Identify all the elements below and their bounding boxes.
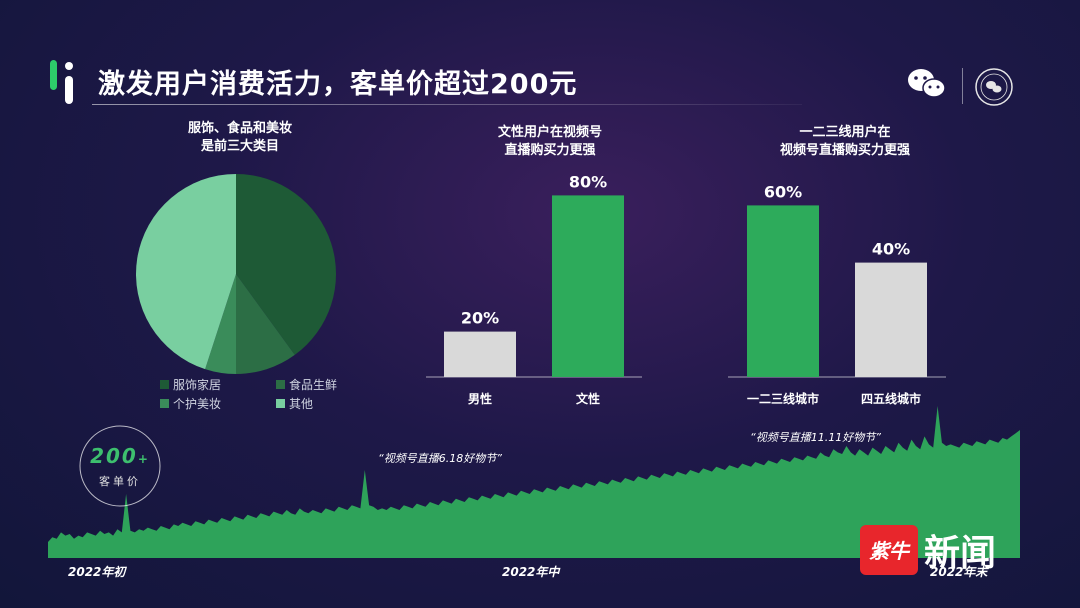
bar (444, 331, 516, 377)
gender-bar-chart: 20% 男性 80% 文性 (426, 172, 642, 406)
bar-category-label: 四五线城市 (861, 391, 921, 406)
city-bar-chart: 60% 一二三线城市 40% 四五线城市 (728, 182, 946, 406)
brand-logo-icon (50, 60, 73, 104)
bar (747, 205, 819, 377)
stat-label: 客单价 (99, 475, 141, 488)
watermark-badge: 紫牛 (860, 525, 918, 575)
legend-label: 其他 (289, 397, 314, 411)
area-series (48, 406, 1020, 558)
gender-chart-title: 文性用户在视频号 直播购买力更强 (497, 125, 602, 158)
legend-swatch (160, 399, 169, 408)
annotation-1111: “视频号直播11.11好物节” (750, 431, 881, 444)
legend-item: 食品生鲜 (276, 376, 337, 393)
pie-slice (136, 174, 236, 370)
legend-item: 个护美妆 (160, 395, 221, 412)
bar-value-label: 60% (764, 182, 802, 201)
pie-chart-title: 服饰、食品和美妆 是前三大类目 (187, 121, 292, 154)
watermark-text: 新闻 (924, 532, 997, 574)
legend-swatch (276, 399, 285, 408)
bar (552, 195, 624, 377)
legend-item: 服饰家居 (160, 376, 221, 393)
watermark: 紫牛 新闻 (860, 520, 1040, 580)
x-tick-label: 2022年末 (930, 565, 988, 579)
bar-category-label: 文性 (576, 391, 600, 406)
header-divider (962, 68, 963, 104)
pie-slice (236, 274, 295, 374)
bar-category-label: 一二三线城市 (747, 391, 819, 406)
legend-item: 其他 (276, 395, 313, 412)
stat-ring (79, 425, 161, 507)
legend-label: 食品生鲜 (289, 378, 338, 392)
seal-icon (975, 68, 1013, 106)
page-title: 激发用户消费活力，客单价超过200元 (98, 69, 578, 100)
bar (855, 262, 927, 377)
city-chart-title: 一二三线用户在 视频号直播购买力更强 (779, 125, 910, 158)
bar-category-label: 男性 (468, 391, 492, 406)
x-tick-label: 2022年中 (502, 565, 560, 579)
legend-swatch (276, 380, 285, 389)
pie-slice (236, 174, 336, 355)
bar-value-label: 20% (461, 309, 499, 328)
stat-unit-mark: + (137, 452, 150, 466)
bar-value-label: 80% (569, 172, 607, 191)
title-divider (92, 104, 802, 105)
legend-label: 个护美妆 (173, 397, 222, 411)
pie-slice (205, 274, 236, 374)
wechat-icon (908, 69, 946, 98)
bar-value-label: 40% (872, 240, 910, 259)
legend-swatch (160, 380, 169, 389)
stat-value: 200+ (78, 444, 162, 468)
legend-label: 服饰家居 (173, 378, 222, 392)
category-pie-chart (136, 174, 336, 374)
watermark-badge-lettering: 紫牛 (869, 539, 911, 563)
svg-text:紫牛: 紫牛 (869, 539, 911, 563)
sales-area-chart (48, 406, 1020, 558)
x-tick-label: 2022年初 (68, 565, 126, 579)
stat-number: 200 (90, 444, 138, 468)
annotation-618: “视频号直播6.18好物节” (378, 452, 502, 465)
